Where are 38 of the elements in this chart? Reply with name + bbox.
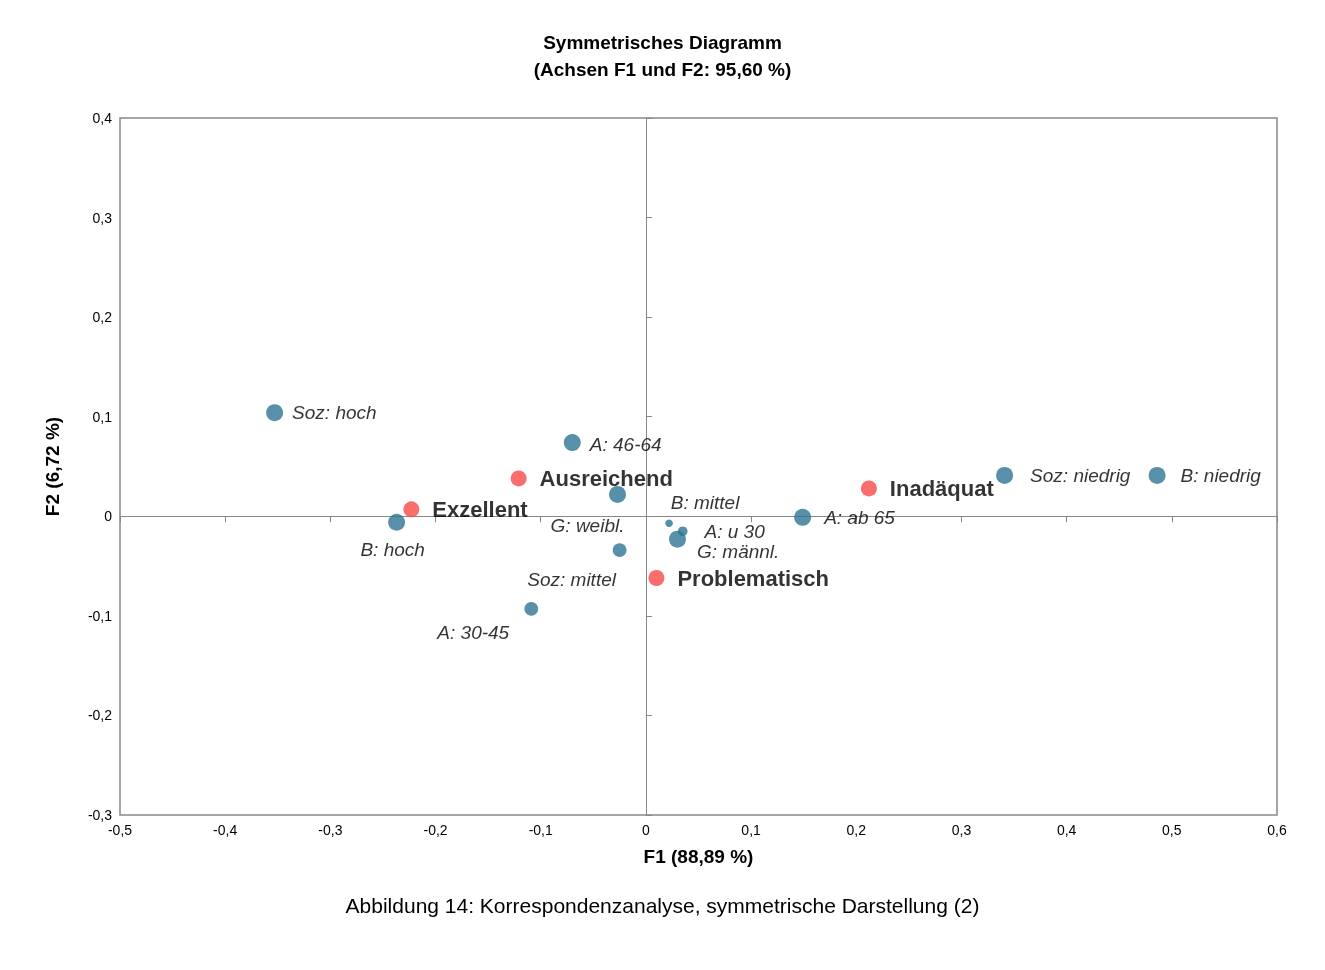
y-tick-label: 0,1 xyxy=(92,408,113,425)
data-label: A: u 30 xyxy=(703,520,766,542)
data-label: A: 30-45 xyxy=(436,621,510,643)
y-axis-title: F2 (6,72 %) xyxy=(42,416,63,517)
data-label: B: mittel xyxy=(670,492,741,514)
data-label: Soz: niedrig xyxy=(1030,464,1131,486)
data-label: Inadäquat xyxy=(889,475,995,501)
x-tick-label: 0,6 xyxy=(1267,822,1287,838)
x-tick-label: -0,5 xyxy=(107,822,133,838)
x-tick-label: 0,2 xyxy=(846,822,867,838)
data-label: B: hoch xyxy=(360,538,425,560)
x-tick-label: -0,1 xyxy=(528,822,553,838)
y-tick-label: 0,4 xyxy=(92,110,113,126)
x-tick-label: 0,1 xyxy=(741,822,762,838)
chart-subtitle: (Achsen F1 und F2: 95,60 %) xyxy=(533,59,792,80)
x-tick-label: -0,3 xyxy=(318,822,343,838)
data-label: Soz: mittel xyxy=(527,569,617,591)
x-axis-title: F1 (88,89 %) xyxy=(643,846,754,867)
y-tick-label: -0,3 xyxy=(87,807,113,823)
x-tick-label: -0,2 xyxy=(423,822,448,838)
x-tick-label: 0 xyxy=(642,822,651,838)
x-tick-label: 0,5 xyxy=(1162,822,1182,838)
data-label: G: weibl. xyxy=(550,514,625,536)
chart-title: Symmetrisches Diagramm xyxy=(543,32,782,53)
x-tick-label: 0,4 xyxy=(1056,822,1077,838)
y-tick-label: -0,2 xyxy=(87,707,113,724)
y-tick-label: 0,3 xyxy=(92,209,113,226)
data-label: G: männl. xyxy=(696,540,780,562)
y-tick-label: 0,2 xyxy=(92,309,113,326)
data-label: B: niedrig xyxy=(1180,464,1262,486)
text: Abbildung 14: Korrespondenzanalyse, symmetrische Darstellung (2) xyxy=(344,894,981,918)
data-label: Soz: hoch xyxy=(292,402,377,424)
x-tick-label: 0,3 xyxy=(951,822,972,838)
data-label: Exzellent xyxy=(432,496,529,522)
data-label: Problematisch xyxy=(677,565,830,591)
y-tick-label: 0 xyxy=(104,508,113,525)
x-tick-label: -0,4 xyxy=(213,822,238,838)
y-tick-label: -0,1 xyxy=(87,607,113,624)
